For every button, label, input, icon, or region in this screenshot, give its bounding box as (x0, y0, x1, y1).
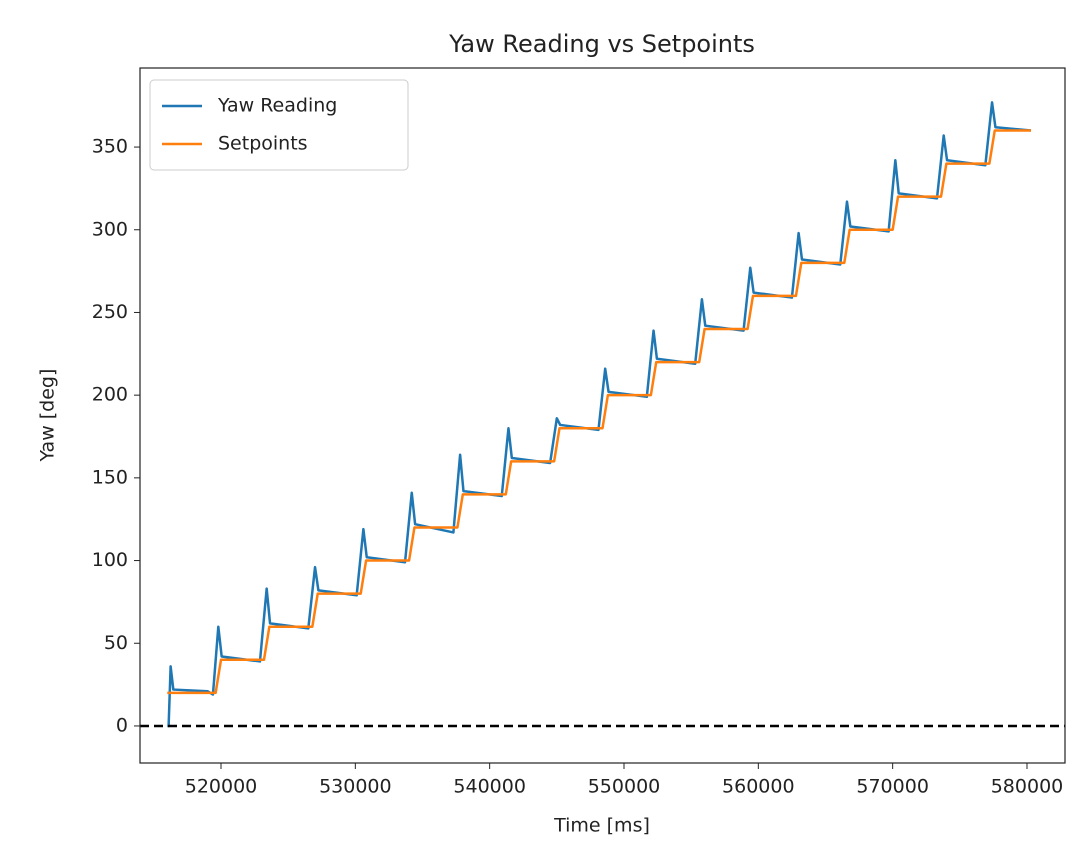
y-tick-label: 200 (92, 384, 128, 406)
legend-label: Yaw Reading (217, 95, 337, 117)
legend-box (149, 79, 409, 171)
y-tick-label: 50 (104, 632, 128, 654)
y-tick-label: 0 (116, 714, 128, 736)
plot-frame (139, 67, 1066, 764)
y-axis-label: Yaw [deg] (37, 369, 59, 463)
y-tick-label: 250 (92, 301, 128, 323)
x-tick-label: 570000 (856, 776, 929, 798)
x-tick-label: 560000 (722, 776, 795, 798)
x-tick-label: 550000 (588, 776, 661, 798)
series-line (167, 129, 1032, 695)
y-tick-label: 100 (92, 549, 128, 571)
y-tick-label: 150 (92, 466, 128, 488)
chart-title: Yaw Reading vs Setpoints (448, 30, 755, 58)
y-tick-label: 350 (92, 136, 128, 158)
legend-label: Setpoints (218, 133, 308, 155)
x-tick-label: 520000 (185, 776, 258, 798)
y-tick-label: 300 (92, 218, 128, 240)
x-tick-label: 530000 (319, 776, 392, 798)
x-tick-label: 580000 (991, 776, 1064, 798)
x-tick-label: 540000 (453, 776, 526, 798)
x-axis-label: Time [ms] (553, 815, 650, 837)
